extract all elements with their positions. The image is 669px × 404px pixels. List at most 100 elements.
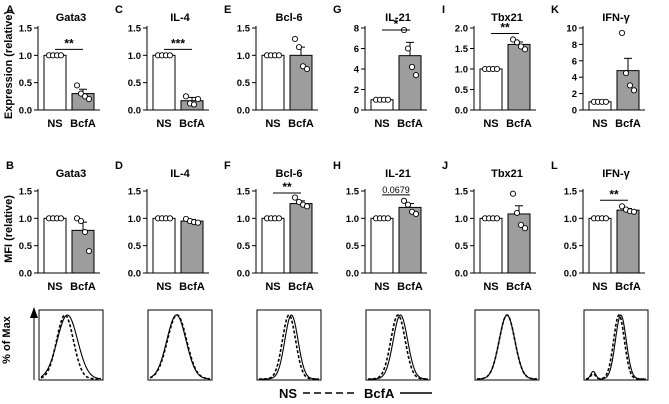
bar-ns (261, 54, 285, 111)
bar-ns (479, 217, 503, 274)
histogram-curve-ns (40, 314, 101, 380)
bar-ns (261, 217, 285, 274)
y-tick-label: 0 (572, 106, 577, 117)
data-point (384, 96, 392, 103)
y-tick-label: 1.5 (19, 24, 33, 35)
data-point (291, 194, 299, 201)
data-point (626, 82, 634, 89)
data-point (295, 198, 303, 205)
bar-ns (43, 217, 67, 274)
data-point (303, 65, 311, 73)
bar-bcfa (398, 55, 422, 111)
panel-e: E Bcl-6 0.0 0.5 1.0 1.5 NS BcfA (224, 4, 318, 130)
histogram-curve-bcfa (585, 314, 646, 380)
data-point (521, 225, 529, 232)
y-tick-label: 1.0 (19, 51, 32, 62)
panel-letter: J (442, 160, 448, 172)
histogram-tbx21 (474, 309, 540, 381)
data-point (85, 96, 93, 103)
significance-label: ** (500, 20, 510, 34)
panel-h: H IL-21 0.0 0.5 1.0 1.5 NS BcfA 0.0679 (333, 160, 427, 293)
panel-letter: A (6, 4, 14, 16)
category-label: NS (156, 281, 171, 293)
category-label: BcfA (615, 118, 641, 130)
y-tick-label: 1.0 (19, 214, 32, 225)
y-tick-label: 0.0 (19, 106, 32, 117)
data-point (517, 43, 525, 50)
histogram-curve-ns (586, 313, 646, 380)
y-tick-label: 1.0 (346, 214, 359, 225)
panel-letter: I (442, 4, 445, 16)
panel-j: J Tbx21 0.0 0.5 1.0 1.5 NS BcfA (442, 160, 536, 293)
histogram-gata3 (38, 309, 104, 381)
significance-label: 0.0679 (382, 185, 410, 195)
panel-c: C IL-4 0.0 0.5 1.0 1.5 NS BcfA *** (115, 4, 209, 130)
y-tick-label: 0.5 (19, 78, 33, 89)
data-point (275, 215, 283, 222)
y-tick-label: 0.5 (128, 241, 142, 252)
category-label: NS (374, 118, 389, 130)
panel-letter: K (551, 4, 559, 16)
y-tick-label: 0 (354, 106, 359, 117)
panel-title: IL-21 (385, 12, 411, 24)
bar-bcfa (289, 203, 313, 274)
data-point (81, 228, 89, 236)
data-point (166, 52, 174, 59)
histogram-curve-ns (368, 314, 428, 380)
ylabel-mfi: MFI (relative) (3, 195, 15, 263)
significance-label: * (394, 17, 399, 31)
y-tick-label: 1.0 (455, 65, 468, 76)
data-point (73, 82, 81, 89)
y-tick-label: 0.0 (237, 106, 250, 117)
category-label: NS (483, 281, 498, 293)
panel-letter: B (6, 160, 14, 172)
category-label: NS (592, 118, 607, 130)
data-point (73, 215, 81, 222)
data-point (384, 215, 392, 222)
y-tick-label: 1.5 (564, 187, 578, 198)
data-point (630, 208, 638, 215)
panel-l: L IFN-γ 0.0 0.5 1.0 1.5 NS BcfA ** (551, 160, 645, 293)
category-label: NS (374, 281, 389, 293)
bar-bcfa (398, 206, 422, 274)
y-tick-label: 2.0 (455, 24, 468, 35)
data-point (602, 215, 610, 222)
category-label: NS (592, 281, 607, 293)
y-tick-label: 2 (572, 89, 577, 100)
category-label: BcfA (397, 281, 423, 293)
data-point (85, 248, 93, 255)
panel-title: Tbx21 (491, 168, 523, 180)
data-point (630, 87, 638, 94)
panel-letter: L (551, 160, 558, 172)
bar-ns (152, 54, 176, 111)
panel-title: Tbx21 (491, 12, 523, 24)
hist-y-arrow (30, 307, 38, 380)
y-tick-label: 0.0 (564, 269, 577, 280)
y-tick-label: 1.0 (564, 214, 577, 225)
y-tick-label: 1.0 (237, 51, 250, 62)
y-tick-label: 0.5 (237, 78, 251, 89)
y-tick-label: 8 (354, 24, 359, 35)
y-tick-label: 6 (354, 44, 359, 55)
bar-ns (43, 54, 67, 111)
category-label: NS (265, 118, 280, 130)
histogram-frame (256, 309, 322, 381)
panel-title: IL-4 (170, 12, 190, 24)
y-tick-label: 4 (354, 65, 360, 76)
data-point (618, 29, 626, 36)
y-tick-label: 1.0 (237, 214, 250, 225)
category-label: BcfA (288, 281, 314, 293)
data-point (295, 44, 303, 51)
histogram-frame (365, 309, 431, 381)
y-tick-label: 0.5 (128, 78, 142, 89)
y-tick-label: 0.5 (564, 241, 578, 252)
data-point (493, 65, 501, 73)
panel-k: K IFN-γ 0 2 4 6 8 10 NS BcfA (551, 4, 645, 130)
bar-bcfa (289, 54, 313, 111)
histogram-ifn- (583, 309, 649, 381)
data-point (408, 63, 416, 70)
panel-letter: H (333, 160, 341, 172)
panel-g: G IL-21 0 2 4 6 8 NS BcfA * (333, 4, 427, 130)
histogram-curve-ns (476, 314, 538, 380)
y-tick-label: 1.5 (19, 187, 33, 198)
